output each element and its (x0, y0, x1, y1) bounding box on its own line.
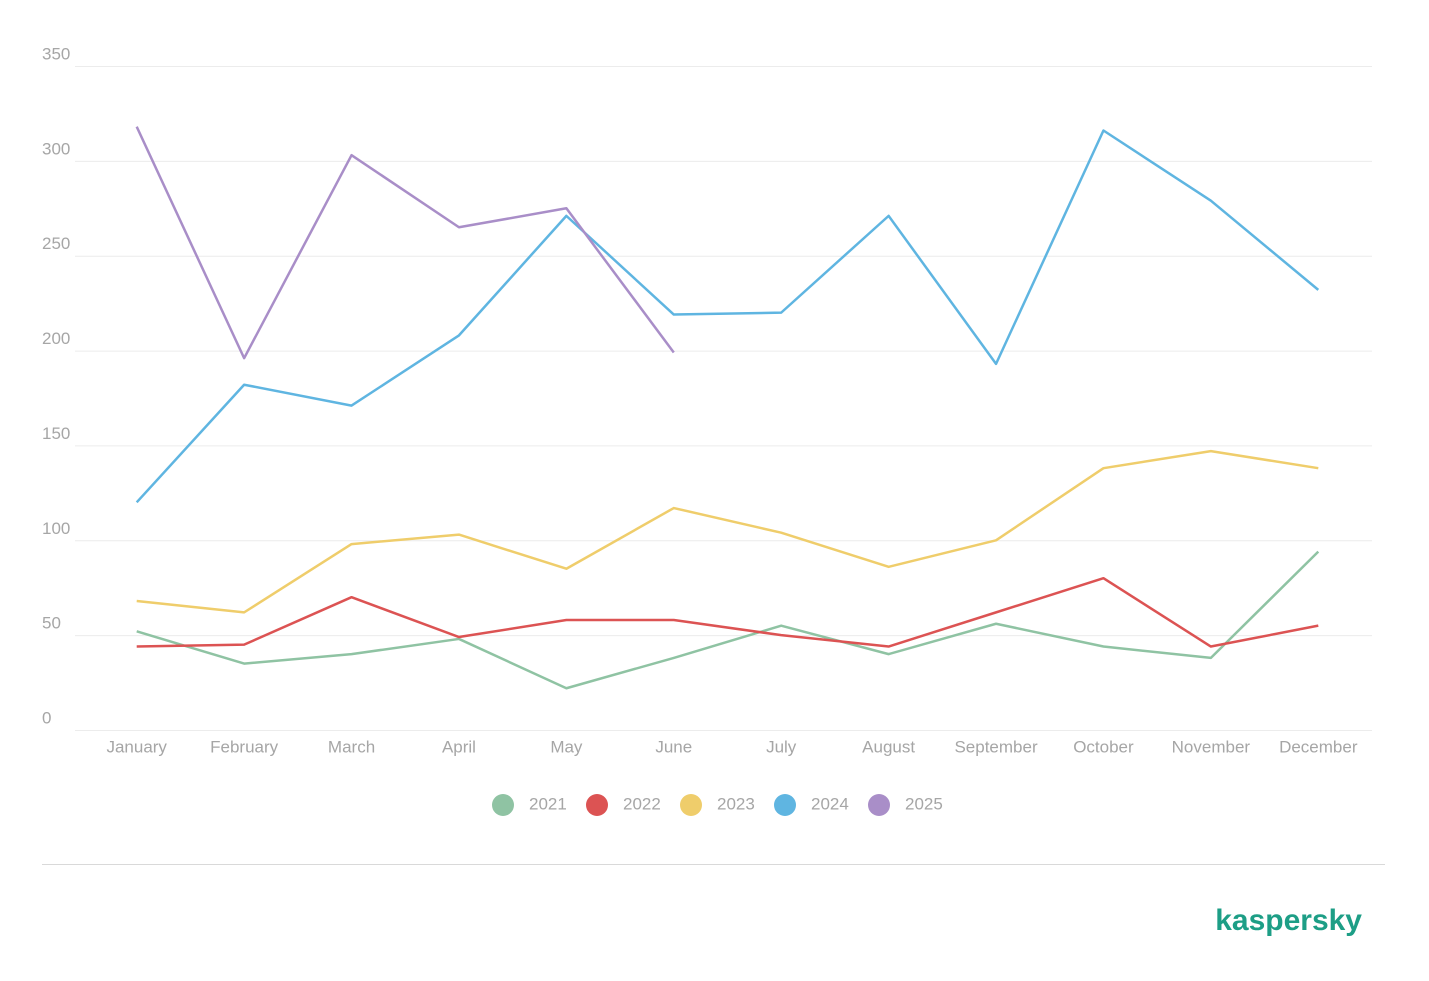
legend-swatch (868, 794, 890, 816)
x-tick-label: March (328, 737, 375, 756)
x-tick-label: April (442, 737, 476, 756)
legend-label: 2022 (623, 794, 661, 813)
brand-logo: kaspersky (1215, 904, 1362, 937)
legend-swatch (680, 794, 702, 816)
legend-swatch (774, 794, 796, 816)
x-tick-label: September (954, 737, 1037, 756)
legend-label: 2021 (529, 794, 567, 813)
legend-swatch (586, 794, 608, 816)
x-tick-label: August (862, 737, 915, 756)
x-tick-label: July (766, 737, 797, 756)
x-tick-label: June (655, 737, 692, 756)
y-tick-label: 350 (42, 44, 70, 63)
y-tick-label: 0 (42, 708, 51, 727)
y-tick-label: 150 (42, 424, 70, 443)
y-tick-label: 250 (42, 234, 70, 253)
line-series (135, 129, 1320, 504)
legend-label: 2025 (905, 794, 943, 813)
x-tick-label: December (1279, 737, 1358, 756)
line-series (135, 126, 675, 360)
line-series (136, 576, 1319, 648)
y-tick-label: 50 (42, 614, 61, 633)
y-tick-label: 100 (42, 519, 70, 538)
x-tick-label: January (106, 737, 167, 756)
x-tick-label: May (550, 737, 583, 756)
legend-swatch (492, 794, 514, 816)
legend-label: 2023 (717, 794, 755, 813)
line-series (136, 449, 1319, 614)
y-tick-label: 300 (42, 139, 70, 158)
x-tick-label: October (1073, 737, 1134, 756)
x-tick-label: November (1172, 737, 1251, 756)
y-tick-label: 200 (42, 329, 70, 348)
x-tick-label: February (210, 737, 279, 756)
legend-label: 2024 (811, 794, 849, 813)
line-series (136, 550, 1320, 690)
